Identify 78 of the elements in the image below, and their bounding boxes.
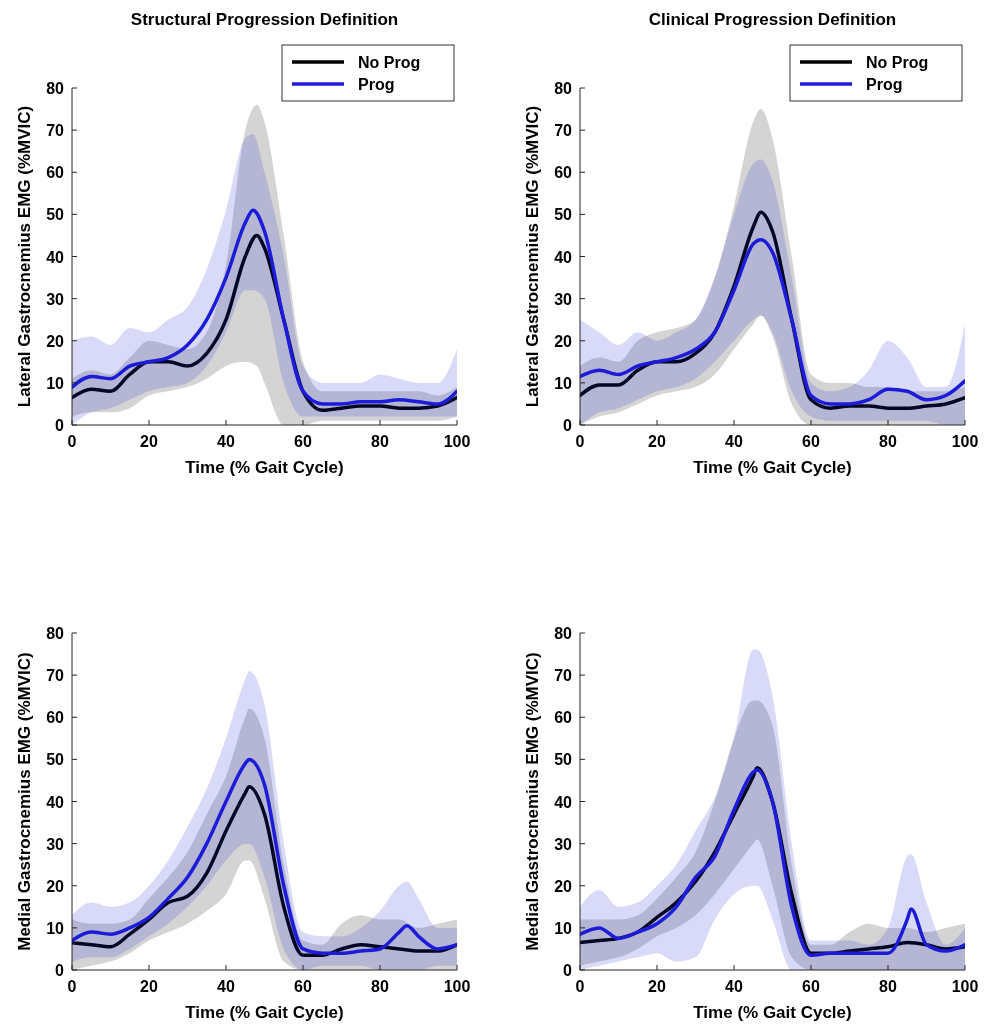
x-tick-label: 40 <box>725 978 743 995</box>
y-tick-label: 50 <box>46 751 65 769</box>
y-tick-label: 80 <box>554 625 573 642</box>
y-tick-label: 20 <box>46 332 65 350</box>
x-tick-label: 40 <box>217 978 235 995</box>
y-tick-label: 50 <box>46 206 65 224</box>
x-tick-label: 20 <box>140 433 158 450</box>
x-axis-title: Time (% Gait Cycle) <box>185 458 344 477</box>
y-tick-label: 40 <box>46 248 65 266</box>
y-tick-label: 70 <box>46 122 65 140</box>
y-axis-title: Medial Gastrocnemius EMG (%MVIC) <box>523 652 542 951</box>
x-axis-title: Time (% Gait Cycle) <box>693 458 852 477</box>
y-tick-label: 80 <box>46 80 65 97</box>
x-tick-label: 60 <box>802 433 820 450</box>
y-tick-label: 30 <box>46 835 65 853</box>
x-tick-label: 100 <box>443 433 471 450</box>
y-axis-title: Lateral Gastrocnemius EMG (%MVIC) <box>15 105 34 408</box>
legend-label: Prog <box>866 76 903 93</box>
y-tick-label: 70 <box>46 667 65 685</box>
y-tick-label: 60 <box>554 709 573 727</box>
y-tick-label: 10 <box>46 919 65 937</box>
y-tick-label: 40 <box>46 793 65 811</box>
x-tick-label: 20 <box>648 433 666 450</box>
y-tick-label: 80 <box>46 625 65 642</box>
y-axis-title: Medial Gastrocnemius EMG (%MVIC) <box>15 652 34 951</box>
y-tick-label: 0 <box>563 962 573 979</box>
y-tick-label: 40 <box>554 248 573 266</box>
y-tick-label: 50 <box>554 751 573 769</box>
legend-label: No Prog <box>866 54 929 71</box>
y-tick-label: 0 <box>55 417 65 434</box>
line-series <box>72 785 457 958</box>
x-tick-label: 40 <box>217 433 235 450</box>
x-tick-label: 0 <box>67 978 77 995</box>
y-tick-label: 20 <box>46 877 65 895</box>
x-tick-label: 80 <box>879 433 897 450</box>
x-axis-title: Time (% Gait Cycle) <box>693 1003 852 1022</box>
legend-label: Prog <box>358 76 395 93</box>
x-tick-label: 80 <box>371 433 389 450</box>
y-tick-label: 60 <box>46 164 65 182</box>
x-axis-title: Time (% Gait Cycle) <box>185 1003 344 1022</box>
y-tick-label: 10 <box>554 919 573 937</box>
x-tick-label: 20 <box>140 978 158 995</box>
y-tick-label: 10 <box>554 374 573 392</box>
y-tick-label: 60 <box>554 164 573 182</box>
y-tick-label: 10 <box>46 374 65 392</box>
y-tick-label: 40 <box>554 793 573 811</box>
x-tick-label: 80 <box>371 978 389 995</box>
x-tick-label: 20 <box>648 978 666 995</box>
y-tick-label: 0 <box>563 417 573 434</box>
x-tick-label: 60 <box>294 433 312 450</box>
x-tick-label: 40 <box>725 433 743 450</box>
y-tick-label: 80 <box>554 80 573 97</box>
y-axis-title: Lateral Gastrocnemius EMG (%MVIC) <box>523 105 542 408</box>
y-tick-label: 30 <box>46 290 65 308</box>
x-tick-label: 100 <box>443 978 471 995</box>
x-tick-label: 60 <box>294 978 312 995</box>
line-series <box>72 208 457 406</box>
y-tick-label: 20 <box>554 877 573 895</box>
x-tick-label: 100 <box>951 978 979 995</box>
y-tick-label: 50 <box>554 206 573 224</box>
y-tick-label: 70 <box>554 122 573 140</box>
chart-title: Clinical Progression Definition <box>648 10 897 29</box>
chart-title: Structural Progression Definition <box>130 10 399 29</box>
y-tick-label: 60 <box>46 709 65 727</box>
y-tick-label: 70 <box>554 667 573 685</box>
x-tick-label: 100 <box>951 433 979 450</box>
y-tick-label: 30 <box>554 835 573 853</box>
line-series <box>580 237 965 406</box>
line-series <box>72 757 457 955</box>
x-tick-label: 0 <box>67 433 77 450</box>
x-tick-label: 60 <box>802 978 820 995</box>
y-tick-label: 20 <box>554 332 573 350</box>
x-tick-label: 80 <box>879 978 897 995</box>
x-tick-label: 0 <box>575 433 585 450</box>
y-tick-label: 0 <box>55 962 65 979</box>
legend-label: No Prog <box>358 54 421 71</box>
x-tick-label: 0 <box>575 978 585 995</box>
y-tick-label: 30 <box>554 290 573 308</box>
